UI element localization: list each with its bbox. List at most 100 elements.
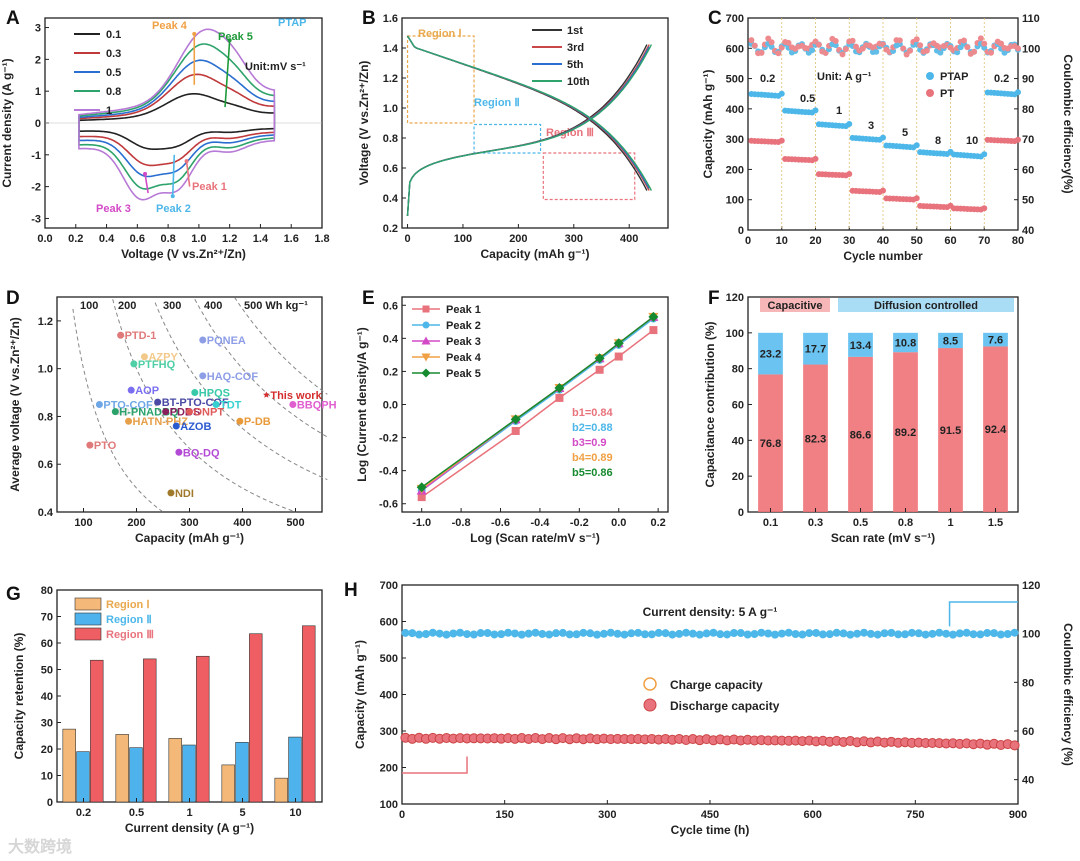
x-tick-label: 0 bbox=[745, 235, 751, 247]
y-tick-label: 60 bbox=[41, 638, 53, 650]
y-tick-label: 0.4 bbox=[38, 507, 54, 519]
y-tick-label: 600 bbox=[726, 43, 744, 55]
x-tick-label: 0.2 bbox=[68, 233, 83, 245]
ce-point bbox=[456, 628, 465, 637]
x-tick-label: 1.2 bbox=[222, 233, 237, 245]
pt-ce-point bbox=[907, 47, 913, 54]
ce-point bbox=[860, 628, 868, 637]
charge-curve-5th bbox=[406, 46, 650, 217]
material-label: BBQPH bbox=[297, 400, 337, 412]
ce-point bbox=[948, 630, 957, 639]
data-point-Peak 5 bbox=[648, 311, 659, 322]
material-label: This work bbox=[270, 390, 322, 402]
energy-density-line bbox=[154, 302, 328, 481]
ce-point bbox=[825, 630, 834, 639]
ce-point bbox=[805, 629, 814, 638]
ce-point bbox=[483, 629, 492, 638]
x-tick-label: 50 bbox=[911, 235, 923, 247]
x-tick-label: 30 bbox=[843, 235, 855, 247]
x-tick-label: -1.0 bbox=[412, 517, 431, 529]
bar-value-capacitive: 91.5 bbox=[940, 425, 961, 437]
ce-point bbox=[613, 629, 622, 638]
legend-ptap-marker bbox=[926, 72, 934, 80]
y-tick-label: 40 bbox=[41, 691, 53, 703]
discharge-point bbox=[1009, 740, 1020, 751]
ce-point bbox=[497, 630, 506, 639]
y-axis-title: Current density (A g⁻¹) bbox=[0, 58, 14, 187]
bar-Region Ⅱ bbox=[182, 744, 196, 803]
y-tick-label: 300 bbox=[726, 134, 744, 146]
ce-point bbox=[962, 628, 971, 637]
pt-ce-point bbox=[896, 37, 903, 44]
ce-point bbox=[771, 630, 780, 639]
ce-point bbox=[996, 630, 1005, 639]
panel-a: 0.0 0.2 0.4 0.6 0.8 1.0 1.2 1.4 1.6 1.8 -3 -2 -1 0 1 2 3… bbox=[0, 8, 330, 261]
ce-point bbox=[606, 628, 615, 637]
legend-label-1: 1 bbox=[106, 105, 112, 117]
x-axis-title: Capacity (mAh g⁻¹) bbox=[480, 247, 589, 261]
ce-point bbox=[558, 628, 567, 637]
legend-label-charge: Charge capacity bbox=[670, 678, 763, 692]
discharge-curve-10th bbox=[406, 35, 653, 191]
y-tick-label: -0.6 bbox=[379, 499, 398, 511]
bar-diffusion bbox=[758, 332, 783, 375]
legend-label: Peak 4 bbox=[446, 352, 482, 364]
y2-axis-title: Coulombic efficiency(%) bbox=[1061, 54, 1075, 193]
y-tick-label: 0.4 bbox=[383, 333, 399, 345]
legend-marker bbox=[421, 336, 431, 345]
pt-ce-point bbox=[758, 49, 765, 56]
slope-label: b2=0.88 bbox=[572, 422, 613, 434]
ce-point bbox=[955, 629, 964, 638]
y2-tick-label: 70 bbox=[1022, 134, 1034, 146]
x-axis-title: Voltage (V vs.Zn²⁺/Zn) bbox=[121, 247, 246, 261]
x-tick-label: 0.0 bbox=[611, 517, 626, 529]
ce-point bbox=[442, 630, 451, 639]
ce-point bbox=[620, 630, 629, 639]
x-tick-label: 0.8 bbox=[898, 517, 913, 529]
ce-point bbox=[401, 628, 410, 637]
energy-label: 200 bbox=[118, 300, 136, 312]
energy-density-line bbox=[234, 297, 328, 395]
pt-point bbox=[812, 155, 819, 162]
y-tick-label: 120 bbox=[726, 292, 744, 304]
ce-point bbox=[524, 629, 533, 638]
bar-Region Ⅰ bbox=[62, 728, 76, 803]
ptap-ce-point bbox=[954, 49, 961, 56]
ce-point bbox=[935, 628, 944, 637]
ce-point bbox=[538, 629, 547, 638]
material-label: PDBS bbox=[170, 407, 201, 419]
x-tick-label: 1 bbox=[186, 807, 192, 819]
legend-label-discharge: Discharge capacity bbox=[670, 699, 780, 713]
slope-label: b5=0.86 bbox=[572, 467, 613, 479]
x-tick-label: 1.4 bbox=[253, 233, 269, 245]
ce-point bbox=[777, 629, 786, 638]
bar-capacitive bbox=[848, 356, 873, 512]
ce-point bbox=[846, 630, 855, 639]
y-tick-label: -0.2 bbox=[379, 433, 398, 445]
bar-Region Ⅲ bbox=[302, 625, 316, 803]
legend-marker bbox=[421, 368, 431, 378]
discharge-curve-3rd bbox=[406, 35, 650, 191]
peak1-arrow-head bbox=[184, 159, 189, 164]
ce-point bbox=[421, 629, 430, 638]
watermark: 大数跨境 bbox=[8, 839, 73, 856]
x-tick-label: 200 bbox=[509, 233, 527, 245]
legend-label-10th: 10th bbox=[567, 76, 590, 88]
panel-letter: E bbox=[362, 288, 375, 309]
x-axis-title: Scan rate (mV s⁻¹) bbox=[831, 531, 935, 545]
ce-point bbox=[593, 630, 602, 639]
y-tick-label: 0 bbox=[738, 507, 744, 519]
material-point bbox=[199, 372, 207, 380]
rate-label-0.2: 0.2 bbox=[994, 73, 1009, 85]
y-axis-title: Log (Current density/A g⁻¹) bbox=[355, 327, 369, 482]
y2-tick-label: 120 bbox=[1022, 580, 1040, 592]
y-tick-label: 80 bbox=[732, 364, 744, 376]
y2-axis-title: Coulombic efficiency (%) bbox=[1061, 623, 1075, 766]
ce-point bbox=[873, 630, 882, 639]
ce-point bbox=[469, 630, 478, 639]
material-label: PTD-1 bbox=[125, 330, 157, 342]
peak2-label: Peak 2 bbox=[156, 203, 191, 215]
current-density-annotation: Current density: 5 A g⁻¹ bbox=[643, 605, 778, 619]
legend-label: Peak 2 bbox=[446, 320, 481, 332]
ce-point bbox=[579, 628, 588, 637]
